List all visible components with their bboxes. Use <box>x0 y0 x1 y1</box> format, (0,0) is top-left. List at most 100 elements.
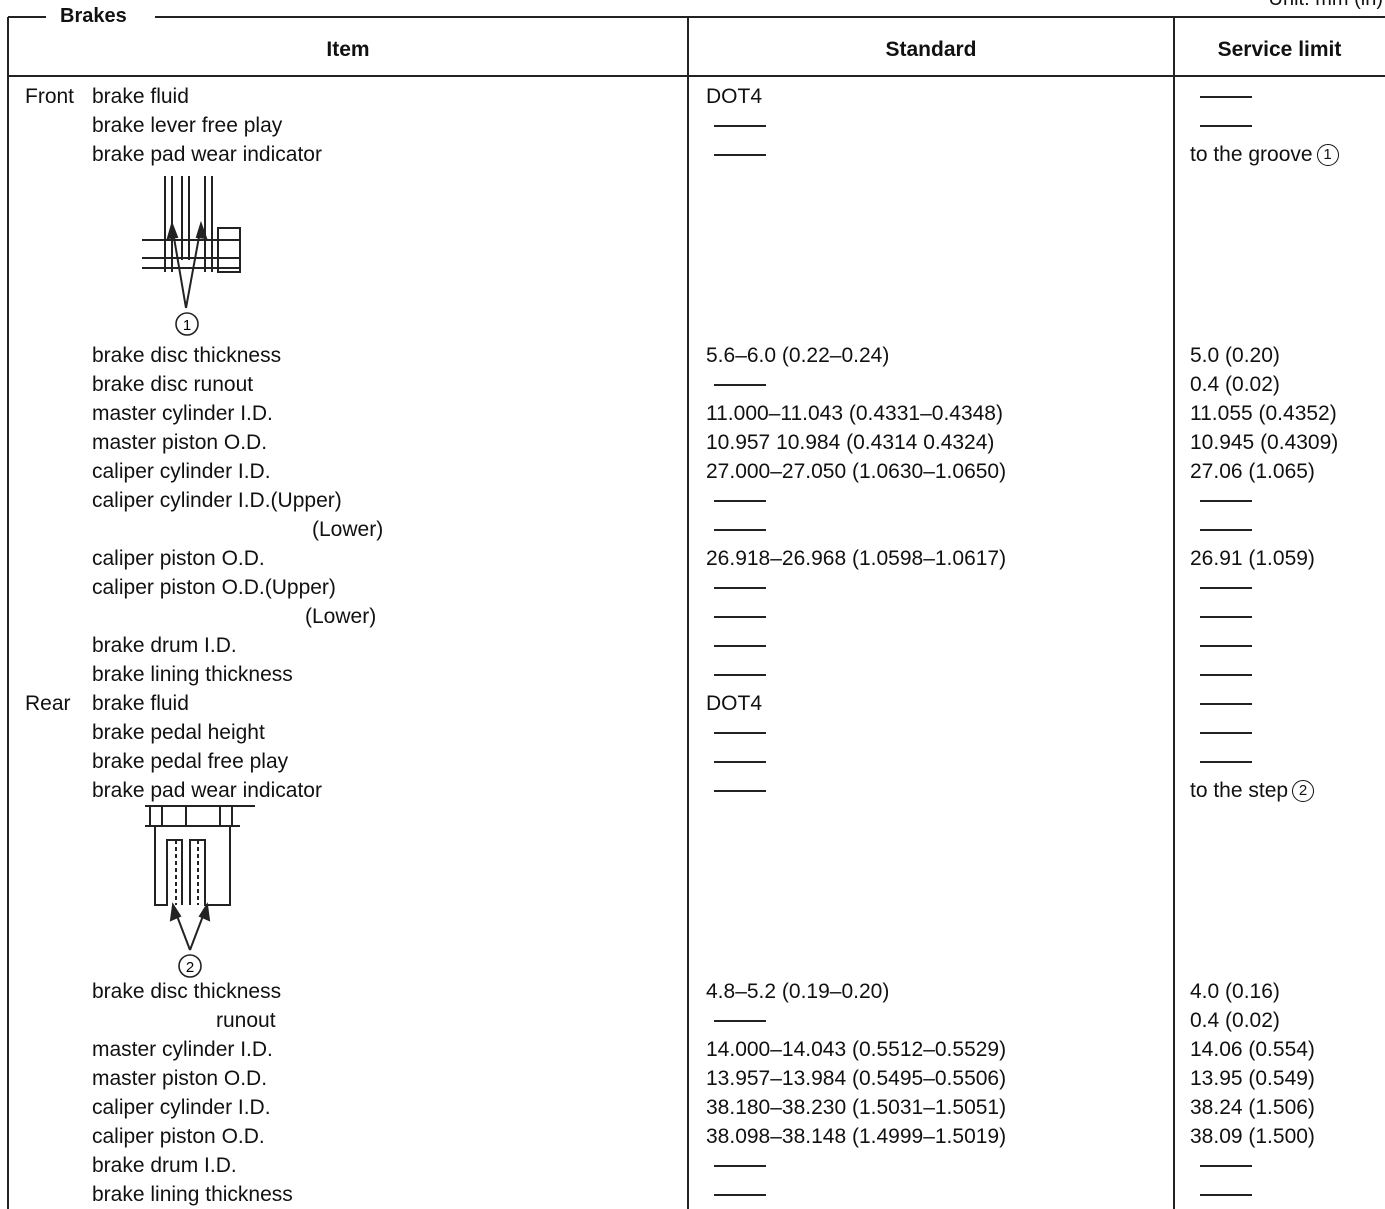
service-limit-cell: 5.0 (0.20) <box>1190 341 1280 370</box>
item-cell: brake disc runout <box>92 373 254 396</box>
standard-cell: 4.8–5.2 (0.19–0.20) <box>706 980 890 1003</box>
standard-cell <box>706 718 766 747</box>
service-limit-cell: 38.09 (1.500) <box>1190 1122 1315 1151</box>
item-cell: runout <box>216 1009 276 1032</box>
empty-dash <box>1200 645 1252 648</box>
empty-dash <box>714 674 766 677</box>
service-limit-cell <box>1190 718 1252 747</box>
table-row: brake pad wear indicator to the groove 1 <box>0 140 1385 169</box>
column-header-item: Item <box>326 38 370 61</box>
table-row: caliper cylinder I.D. 27.000–27.050 (1.06… <box>0 457 1385 486</box>
empty-dash <box>714 587 766 590</box>
table-row: brake drum I.D. <box>0 1151 1385 1180</box>
table-row: Rear brake fluid DOT4 <box>0 689 1385 718</box>
service-limit-text: 0.4 (0.02) <box>1190 373 1280 396</box>
empty-dash <box>1200 674 1252 677</box>
service-limit-cell: 0.4 (0.02) <box>1190 370 1280 399</box>
empty-dash <box>714 645 766 648</box>
table-row: master cylinder I.D. 14.000–14.043 (0.551… <box>0 1035 1385 1064</box>
service-limit-cell <box>1190 1151 1252 1180</box>
service-limit-cell: 26.91 (1.059) <box>1190 544 1315 573</box>
empty-dash <box>1200 616 1252 619</box>
front-callout-circle <box>175 312 199 336</box>
standard-cell <box>706 486 766 515</box>
item-cell: brake fluid <box>92 85 189 108</box>
empty-dash <box>1200 1165 1252 1168</box>
empty-dash <box>714 616 766 619</box>
standard-cell <box>706 660 766 689</box>
standard-cell: 38.180–38.230 (1.5031–1.5051) <box>706 1096 1007 1119</box>
standard-cell <box>706 515 766 544</box>
item-cell: brake drum I.D. <box>92 1154 237 1177</box>
table-row: master piston O.D. 10.957 10.984 (0.4314 … <box>0 428 1385 457</box>
position-label: Front <box>25 85 75 108</box>
empty-dash <box>1200 96 1252 99</box>
front-callout-number: 1 <box>183 317 191 334</box>
table-row: caliper cylinder I.D. 38.180–38.230 (1.50… <box>0 1093 1385 1122</box>
service-limit-cell: 10.945 (0.4309) <box>1190 428 1338 457</box>
service-limit-cell: 14.06 (0.554) <box>1190 1035 1315 1064</box>
empty-dash <box>714 500 766 503</box>
table-row: brake lining thickness <box>0 660 1385 689</box>
standard-cell: 26.918–26.968 (1.0598–1.0617) <box>706 547 1007 570</box>
item-cell: brake drum I.D. <box>92 634 237 657</box>
table-row: brake disc runout 0.4 (0.02) <box>0 370 1385 399</box>
standard-cell: 11.000–11.043 (0.4331–0.4348) <box>706 402 1003 425</box>
service-limit-cell <box>1190 515 1252 544</box>
standard-cell <box>706 1006 766 1035</box>
service-limit-cell: 11.055 (0.4352) <box>1190 399 1337 428</box>
service-limit-text: 27.06 (1.065) <box>1190 460 1315 483</box>
service-limit-cell <box>1190 82 1252 111</box>
item-cell: caliper piston O.D. <box>92 1125 265 1148</box>
item-cell: brake pedal free play <box>92 750 289 773</box>
empty-dash <box>1200 761 1252 764</box>
standard-cell: 10.957 10.984 (0.4314 0.4324) <box>706 431 995 454</box>
item-cell: brake pad wear indicator <box>92 779 322 802</box>
table-row: caliper piston O.D.(Upper) <box>0 573 1385 602</box>
service-limit-text: 38.24 (1.506) <box>1190 1096 1315 1119</box>
service-limit-text: 13.95 (0.549) <box>1190 1067 1315 1090</box>
item-cell: master piston O.D. <box>92 1067 268 1090</box>
rear-callout-circle <box>178 954 202 978</box>
service-limit-cell: to the groove 1 <box>1190 140 1339 169</box>
standard-cell <box>706 370 766 399</box>
standard-cell: 13.957–13.984 (0.5495–0.5506) <box>706 1067 1007 1090</box>
standard-cell: DOT4 <box>706 692 763 715</box>
standard-cell <box>706 573 766 602</box>
column-header-service-limit: Service limit <box>1217 38 1342 61</box>
service-limit-cell <box>1190 747 1252 776</box>
item-cell: (Lower) <box>305 605 377 628</box>
service-limit-cell: 38.24 (1.506) <box>1190 1093 1315 1122</box>
table-row: caliper piston O.D. 38.098–38.148 (1.4999… <box>0 1122 1385 1151</box>
unit-label: Unit: mm (in) <box>1269 0 1383 11</box>
empty-dash <box>1200 125 1252 128</box>
standard-cell: 14.000–14.043 (0.5512–0.5529) <box>706 1038 1007 1061</box>
item-cell: master piston O.D. <box>92 431 268 454</box>
item-cell: master cylinder I.D. <box>92 402 273 425</box>
table-row: runout 0.4 (0.02) <box>0 1006 1385 1035</box>
item-cell: brake fluid <box>92 692 189 715</box>
item-cell: brake lining thickness <box>92 663 293 686</box>
section-title: Brakes <box>54 5 133 28</box>
service-limit-text: to the groove <box>1190 143 1313 166</box>
service-limit-cell <box>1190 573 1252 602</box>
empty-dash <box>1200 703 1252 706</box>
standard-cell <box>706 1180 766 1209</box>
empty-dash <box>1200 529 1252 532</box>
empty-dash <box>714 761 766 764</box>
service-limit-text: 38.09 (1.500) <box>1190 1125 1315 1148</box>
empty-dash <box>714 529 766 532</box>
standard-cell: DOT4 <box>706 85 763 108</box>
service-limit-text: 14.06 (0.554) <box>1190 1038 1315 1061</box>
empty-dash <box>714 1020 766 1023</box>
service-limit-cell: to the step 2 <box>1190 776 1315 805</box>
table-row: brake pad wear indicator to the step 2 <box>0 776 1385 805</box>
standard-cell <box>706 140 766 169</box>
table-row: brake pedal height <box>0 718 1385 747</box>
item-cell: brake lining thickness <box>92 1183 293 1206</box>
item-cell: brake pad wear indicator <box>92 143 322 166</box>
service-limit-text: 26.91 (1.059) <box>1190 547 1315 570</box>
service-limit-text: 4.0 (0.16) <box>1190 980 1280 1003</box>
